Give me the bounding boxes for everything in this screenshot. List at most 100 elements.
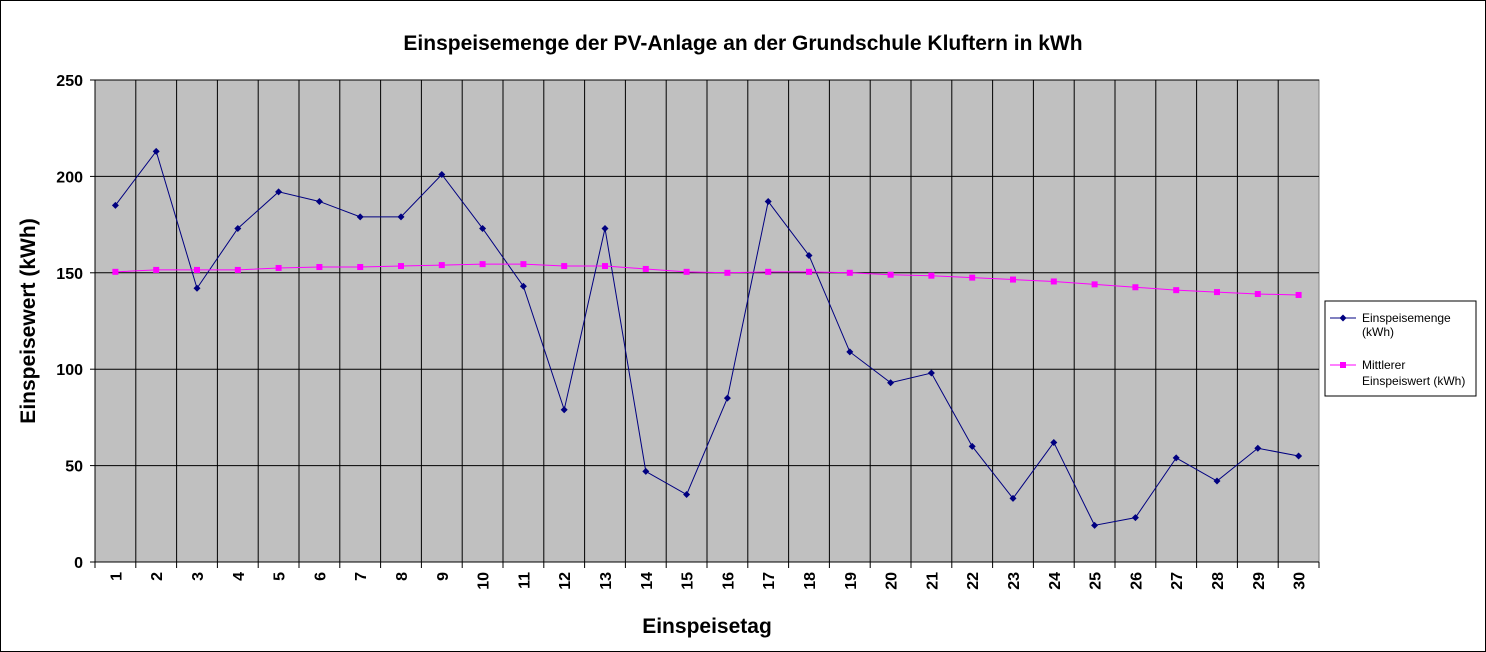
point xyxy=(683,268,690,275)
series-line xyxy=(115,150,1299,526)
point xyxy=(1339,314,1347,322)
point xyxy=(1172,454,1180,462)
gridlines xyxy=(95,79,1319,562)
legend-label: Einspeisemenge xyxy=(1362,311,1451,325)
point xyxy=(479,224,487,232)
point xyxy=(153,266,160,273)
x-tick-label: 23 xyxy=(1006,572,1023,590)
point xyxy=(520,261,527,268)
x-tick-label: 29 xyxy=(1251,572,1268,590)
x-tick-label: 30 xyxy=(1292,572,1309,590)
point xyxy=(887,379,895,387)
series-line xyxy=(115,263,1299,296)
point xyxy=(111,201,119,209)
point xyxy=(356,213,364,221)
x-tick-label: 8 xyxy=(394,572,411,581)
point xyxy=(927,369,935,377)
point xyxy=(928,272,935,279)
legend: Einspeisemenge(kWh) Mittlerer Einspeiswert… xyxy=(1324,300,1477,397)
series-2 xyxy=(112,261,1302,298)
y-tick-label: 0 xyxy=(74,555,83,572)
x-tick-label: 5 xyxy=(272,572,289,581)
point xyxy=(602,263,608,270)
point xyxy=(1132,284,1139,291)
legend-box xyxy=(1324,300,1477,397)
point xyxy=(316,264,323,271)
point xyxy=(764,197,772,205)
x-tick-label: 11 xyxy=(516,572,533,589)
y-tick-label: 50 xyxy=(65,459,83,476)
x-tick-label: 4 xyxy=(231,572,248,581)
x-tick-label: 16 xyxy=(720,572,737,590)
x-tick-label: 3 xyxy=(190,572,207,581)
point xyxy=(193,284,201,292)
point xyxy=(683,491,691,499)
point xyxy=(1091,521,1099,529)
axes xyxy=(90,79,1320,568)
point xyxy=(1254,444,1262,452)
point xyxy=(1295,452,1303,460)
y-tick-label: 200 xyxy=(56,169,83,186)
point xyxy=(642,265,649,272)
x-tick-label: 13 xyxy=(598,572,615,590)
point xyxy=(1010,276,1016,283)
point xyxy=(1050,438,1058,446)
point xyxy=(275,264,282,271)
point xyxy=(1295,291,1302,298)
y-tick-label: 250 xyxy=(56,73,83,90)
x-axis-title: Einspeisetag xyxy=(642,615,772,638)
point xyxy=(519,282,527,290)
point xyxy=(438,262,445,269)
y-tick-label: 100 xyxy=(56,362,83,379)
point xyxy=(1050,278,1057,285)
x-tick-label: 6 xyxy=(312,572,329,581)
point xyxy=(846,348,854,356)
x-tick-label: 14 xyxy=(639,572,656,590)
x-tick-label: 7 xyxy=(353,572,370,581)
point xyxy=(969,274,976,281)
x-tick-label: 26 xyxy=(1128,572,1145,590)
series-layer xyxy=(111,147,1303,529)
chart-title: Einspeisemenge der PV-Anlage an der Grun… xyxy=(403,32,1082,55)
legend-label: (kWh) xyxy=(1362,325,1394,339)
x-tick-label: 18 xyxy=(802,572,819,590)
point xyxy=(1091,281,1098,288)
point xyxy=(561,263,568,270)
x-tick-label: 15 xyxy=(680,572,697,590)
series-1 xyxy=(111,147,1303,529)
point xyxy=(1214,289,1220,296)
y-axis-title: Einspeisewert (kWh) xyxy=(17,218,40,423)
x-tick-label: 9 xyxy=(435,572,452,581)
point xyxy=(723,394,731,402)
point xyxy=(724,269,731,276)
point xyxy=(1009,494,1017,502)
point xyxy=(315,197,323,205)
point xyxy=(1213,477,1221,485)
point xyxy=(234,266,241,273)
x-tick-label: 21 xyxy=(924,572,941,590)
x-tick-label: 19 xyxy=(843,572,860,590)
x-tick-label: 17 xyxy=(761,572,778,590)
point xyxy=(642,467,650,475)
x-tick-label: 2 xyxy=(149,572,166,581)
point xyxy=(968,442,976,450)
point xyxy=(152,147,160,155)
x-tick-label: 28 xyxy=(1210,572,1227,590)
point xyxy=(112,268,119,275)
y-tick-labels: 0 50 100 150 200 250 xyxy=(56,73,83,572)
point xyxy=(234,224,242,232)
x-tick-label: 22 xyxy=(965,572,982,590)
point xyxy=(601,224,609,232)
point xyxy=(438,170,446,178)
point xyxy=(846,269,853,276)
point xyxy=(397,213,405,221)
x-tick-label: 27 xyxy=(1169,572,1186,590)
x-tick-label: 10 xyxy=(476,572,493,590)
point xyxy=(1254,291,1261,298)
point xyxy=(479,261,486,268)
x-tick-label: 1 xyxy=(108,572,125,581)
y-tick-label: 150 xyxy=(56,266,83,283)
x-tick-label: 24 xyxy=(1047,572,1064,590)
